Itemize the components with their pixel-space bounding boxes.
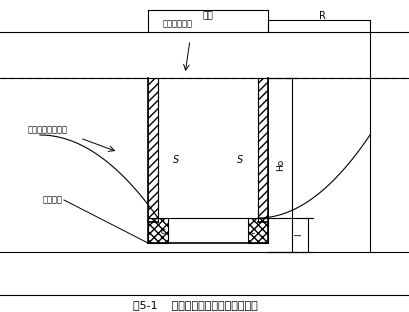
Bar bbox=[148, 32, 268, 78]
Text: l: l bbox=[294, 234, 303, 236]
Text: 不透水层: 不透水层 bbox=[43, 196, 63, 204]
Text: 降低后地下水位线: 降低后地下水位线 bbox=[28, 125, 68, 134]
Bar bbox=[148, 78, 158, 222]
Text: S: S bbox=[173, 155, 179, 165]
Text: Ho: Ho bbox=[276, 159, 285, 171]
Text: c: c bbox=[251, 227, 255, 236]
Text: c: c bbox=[161, 227, 165, 236]
Text: 基坑: 基坑 bbox=[202, 12, 213, 21]
Bar bbox=[0, 32, 409, 78]
Bar bbox=[0, 252, 409, 295]
Bar bbox=[248, 218, 268, 243]
Bar bbox=[258, 78, 268, 222]
Bar bbox=[148, 218, 168, 243]
Text: S: S bbox=[237, 155, 243, 165]
Text: R: R bbox=[319, 11, 326, 21]
Text: 原地下水位线: 原地下水位线 bbox=[163, 19, 193, 28]
Text: 图5-1    无压非完整井涌水量计算简图: 图5-1 无压非完整井涌水量计算简图 bbox=[133, 300, 257, 310]
